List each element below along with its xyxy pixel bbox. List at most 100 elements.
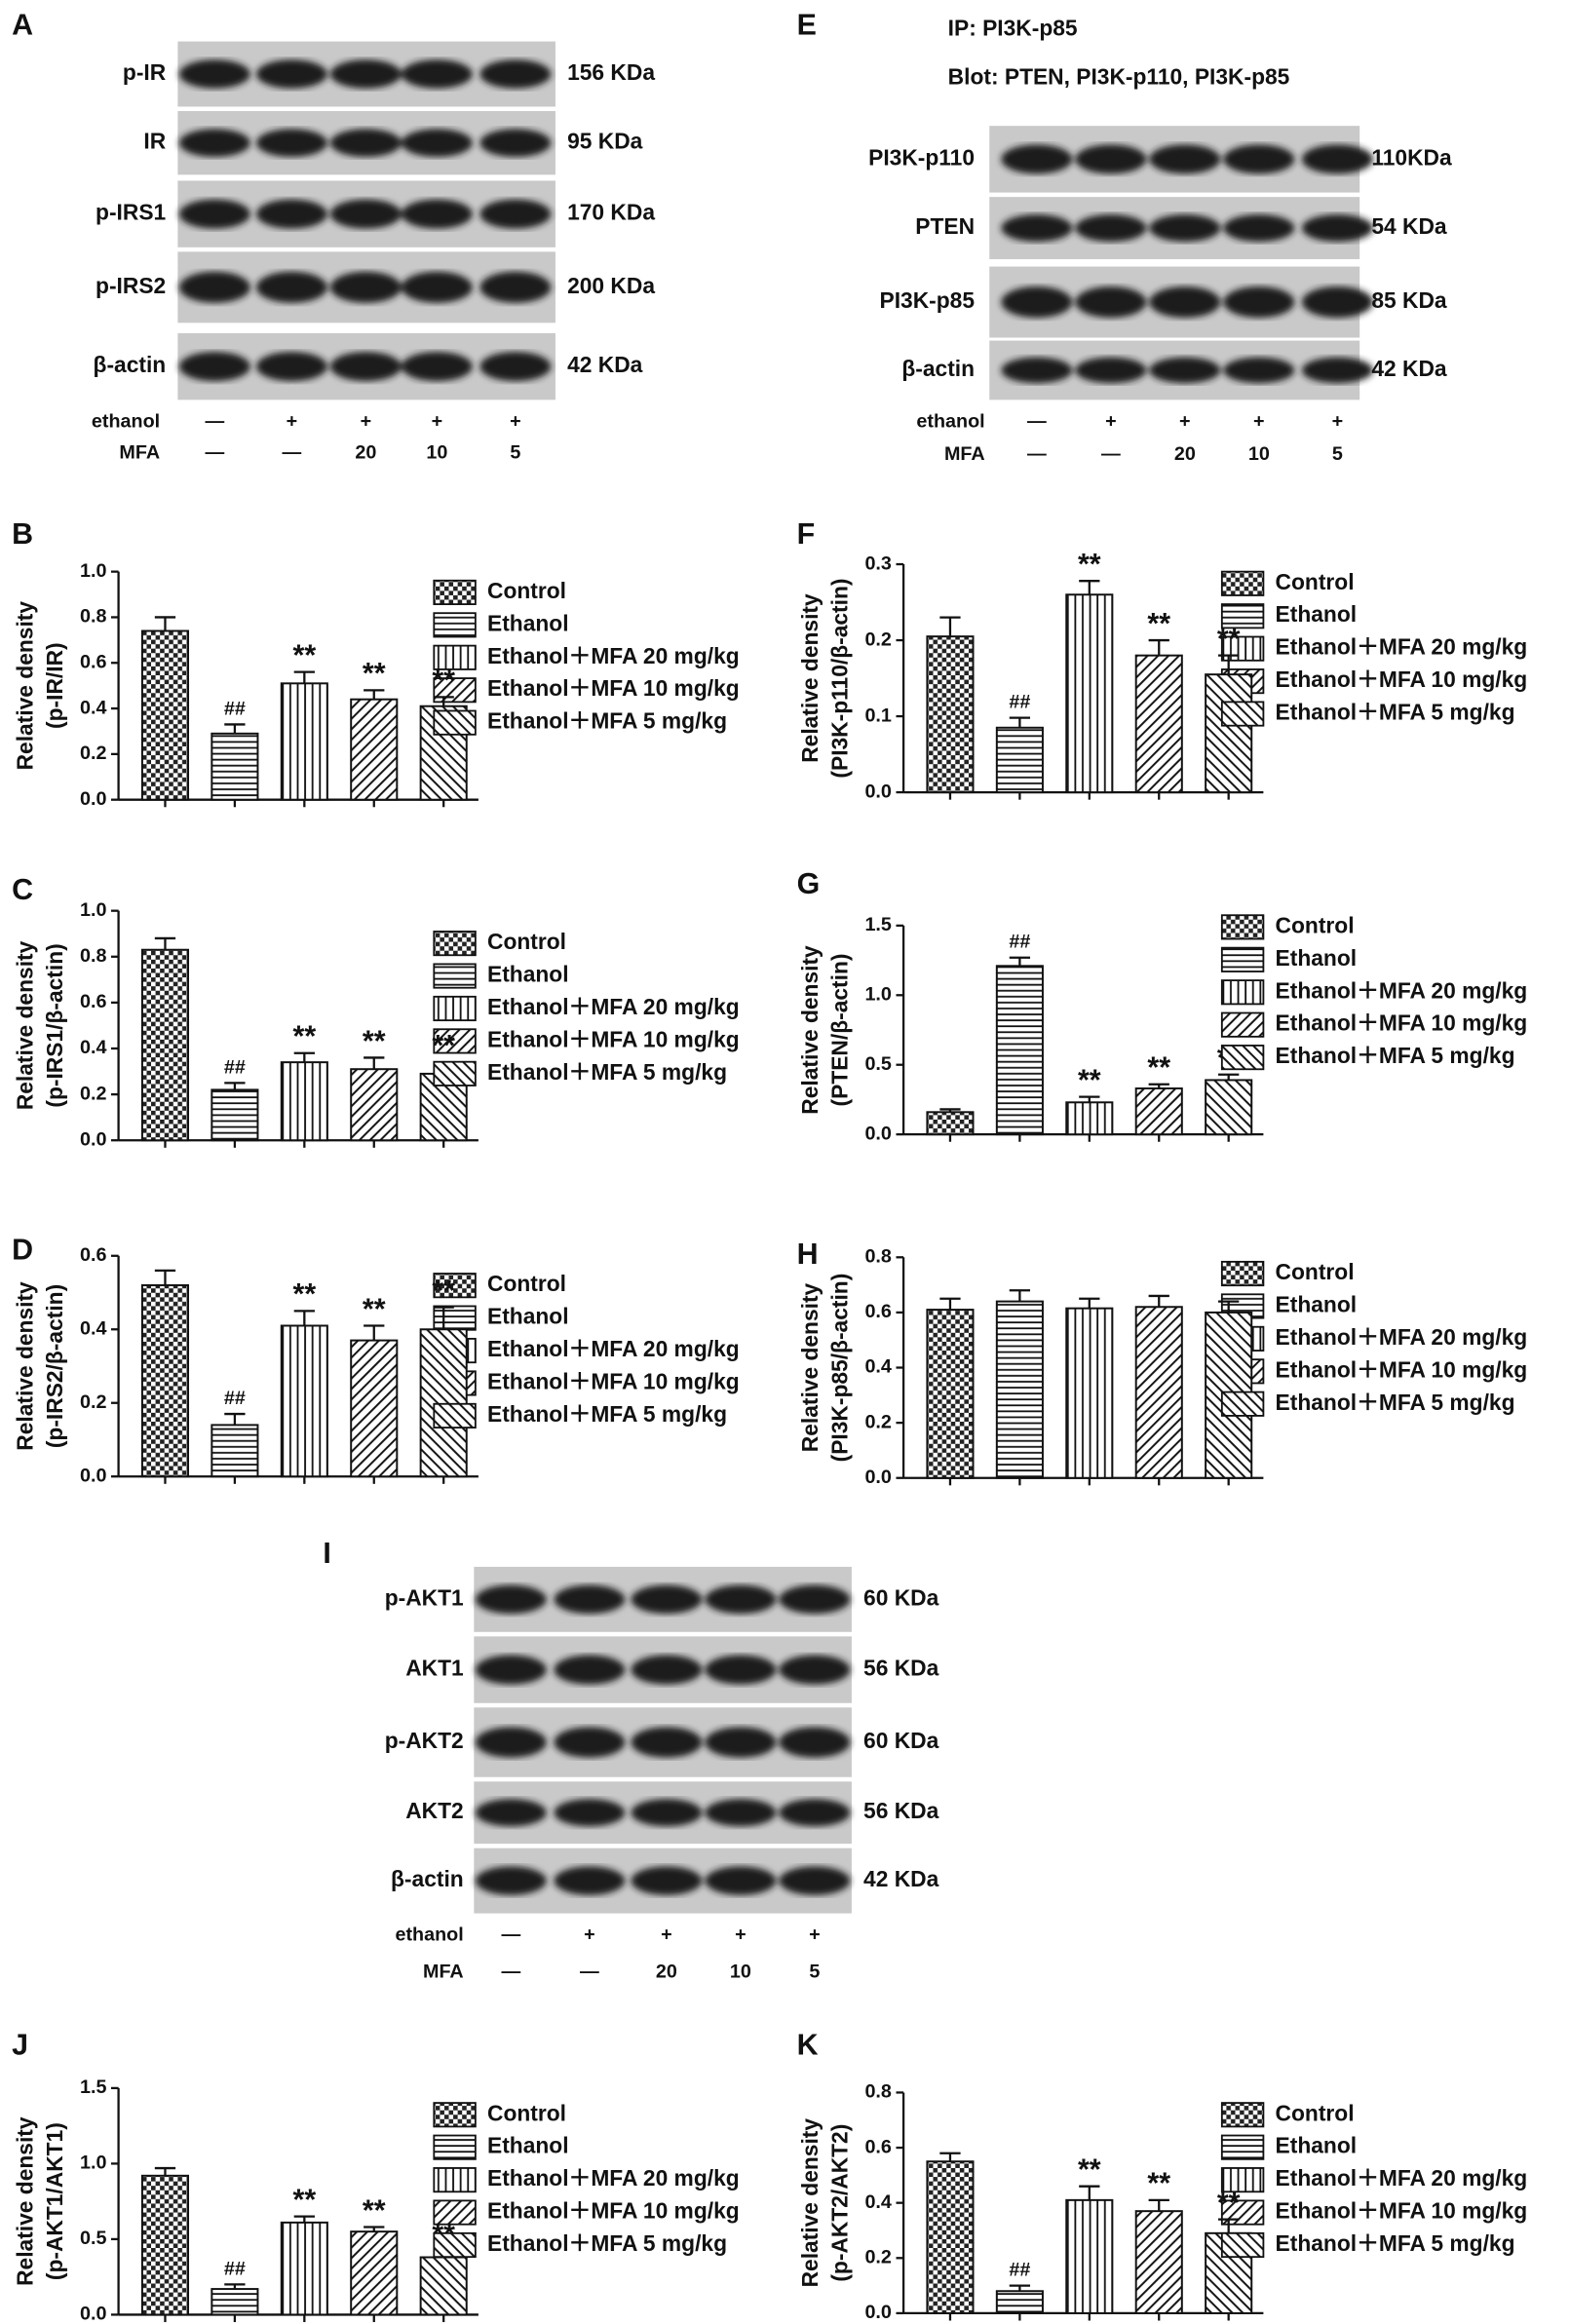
legend-swatch	[433, 709, 477, 736]
y-tick-label: 0.8	[80, 945, 106, 967]
blot-size-label: 110KDa	[1371, 144, 1452, 170]
significance-label: **	[293, 1020, 317, 1053]
blot-row-label: β-actin	[391, 1866, 464, 1891]
legend-swatch	[433, 644, 477, 670]
legend-swatch	[1220, 2134, 1265, 2160]
blot-band	[1001, 214, 1073, 243]
y-axis-label: Relative density	[12, 2116, 37, 2286]
blot-row-label: p-AKT1	[385, 1584, 464, 1610]
blot-band	[401, 352, 473, 382]
treatment-mark: —	[206, 441, 225, 463]
blot-band	[1001, 357, 1073, 384]
y-tick-label: 0.0	[864, 2302, 891, 2323]
blot-bands	[475, 1584, 851, 1615]
legend-label: Ethanol	[487, 2133, 569, 2158]
legend-label: Ethanol	[487, 1304, 569, 1329]
legend-label: Ethanol＋MFA 20 mg/kg	[1276, 977, 1528, 1003]
bar	[419, 1328, 468, 1478]
blot-band	[1075, 286, 1147, 319]
legend-label: Ethanol＋MFA 10 mg/kg	[487, 675, 740, 701]
blot-header: IP: PI3K-p85	[948, 15, 1078, 40]
significance-label: ##	[1009, 692, 1030, 713]
legend-swatch	[433, 2199, 477, 2226]
legend-label: Ethanol＋MFA 5 mg/kg	[1276, 1390, 1515, 1415]
legend-label: Control	[1276, 569, 1355, 594]
legend-swatch	[433, 2231, 477, 2259]
blot-band	[401, 271, 473, 303]
legend-label: Control	[1276, 1259, 1355, 1284]
significance-label: **	[363, 657, 386, 690]
blot-bands	[1001, 214, 1373, 243]
blot-band	[479, 352, 552, 382]
y-axis-label: (PI3K-p110/β-actin)	[826, 579, 852, 779]
blot-size-label: 56 KDa	[863, 1798, 939, 1823]
y-tick-label: 1.5	[80, 2076, 106, 2098]
blot-band	[631, 1799, 703, 1827]
blot-band	[1223, 357, 1295, 384]
treatment-mark: 5	[510, 441, 520, 463]
y-tick-label: 0.5	[864, 1053, 891, 1075]
y-tick-label: 0.0	[80, 2304, 106, 2324]
significance-label: **	[363, 1024, 386, 1057]
blot-band	[475, 1727, 547, 1758]
panel-letter: I	[323, 1537, 330, 1570]
blot-band	[1301, 144, 1373, 174]
panel-letter: C	[12, 873, 33, 906]
significance-label: ##	[224, 1056, 246, 1078]
treatment-mark: 5	[1332, 443, 1343, 465]
y-axis-label: (p-IRS2/β-actin)	[42, 1284, 67, 1448]
y-tick-label: 0.8	[864, 1246, 891, 1268]
legend-label: Ethanol＋MFA 10 mg/kg	[487, 1026, 740, 1051]
legend-swatch	[433, 1273, 477, 1299]
y-tick-label: 0.0	[80, 1128, 106, 1150]
blot-size-label: 170 KDa	[567, 200, 655, 225]
bar	[926, 2160, 975, 2314]
legend-label: Ethanol	[1276, 601, 1358, 627]
legend-label: Control	[487, 578, 566, 603]
significance-label: **	[293, 2183, 317, 2216]
treatment-mark: 20	[355, 441, 376, 463]
legend-swatch	[1220, 1045, 1265, 1071]
panel-letter: F	[797, 517, 816, 551]
blot-band	[779, 1655, 851, 1685]
blot-band	[178, 199, 250, 229]
y-tick-label: 1.0	[864, 984, 891, 1006]
blot-band	[1301, 214, 1373, 243]
blot-band	[705, 1866, 777, 1895]
blot-band	[1001, 144, 1073, 174]
panel-letter: G	[797, 867, 821, 900]
y-tick-label: 0.2	[864, 2247, 891, 2268]
treatment-mark: +	[661, 1924, 672, 1946]
y-tick-label: 1.0	[80, 560, 106, 582]
bar	[280, 682, 328, 801]
panel-letter: A	[12, 8, 33, 41]
blot-size-label: 54 KDa	[1371, 213, 1447, 239]
blot-band	[631, 1727, 703, 1758]
bar	[1065, 1307, 1114, 1479]
bar	[140, 629, 190, 801]
treatment-label: MFA	[423, 1962, 464, 1983]
blot-band	[554, 1655, 626, 1685]
significance-label: **	[1217, 622, 1241, 655]
treatment-mark: —	[501, 1924, 520, 1946]
blot-band	[255, 352, 327, 382]
legend-label: Ethanol＋MFA 10 mg/kg	[1276, 1010, 1528, 1036]
blot-bands	[178, 199, 552, 229]
blot-size-label: 60 KDa	[863, 1728, 939, 1753]
legend-label: Ethanol＋MFA 20 mg/kg	[487, 2165, 740, 2191]
legend-label: Ethanol＋MFA 5 mg/kg	[1276, 1043, 1515, 1068]
legend-swatch	[1220, 570, 1265, 596]
blot-size-label: 156 KDa	[567, 59, 655, 85]
blot-bands	[1001, 286, 1373, 319]
legend-label: Ethanol＋MFA 5 mg/kg	[487, 1059, 727, 1085]
bar	[350, 2230, 399, 2316]
blot-band	[178, 271, 250, 303]
y-tick-label: 0.2	[80, 1083, 106, 1104]
y-tick-label: 0.0	[80, 788, 106, 810]
y-tick-label: 0.6	[80, 651, 106, 672]
bar	[140, 1283, 190, 1478]
blot-band	[329, 59, 402, 89]
blot-row-label: PTEN	[915, 213, 975, 239]
significance-label: **	[363, 2193, 386, 2227]
blot-band	[255, 271, 327, 303]
